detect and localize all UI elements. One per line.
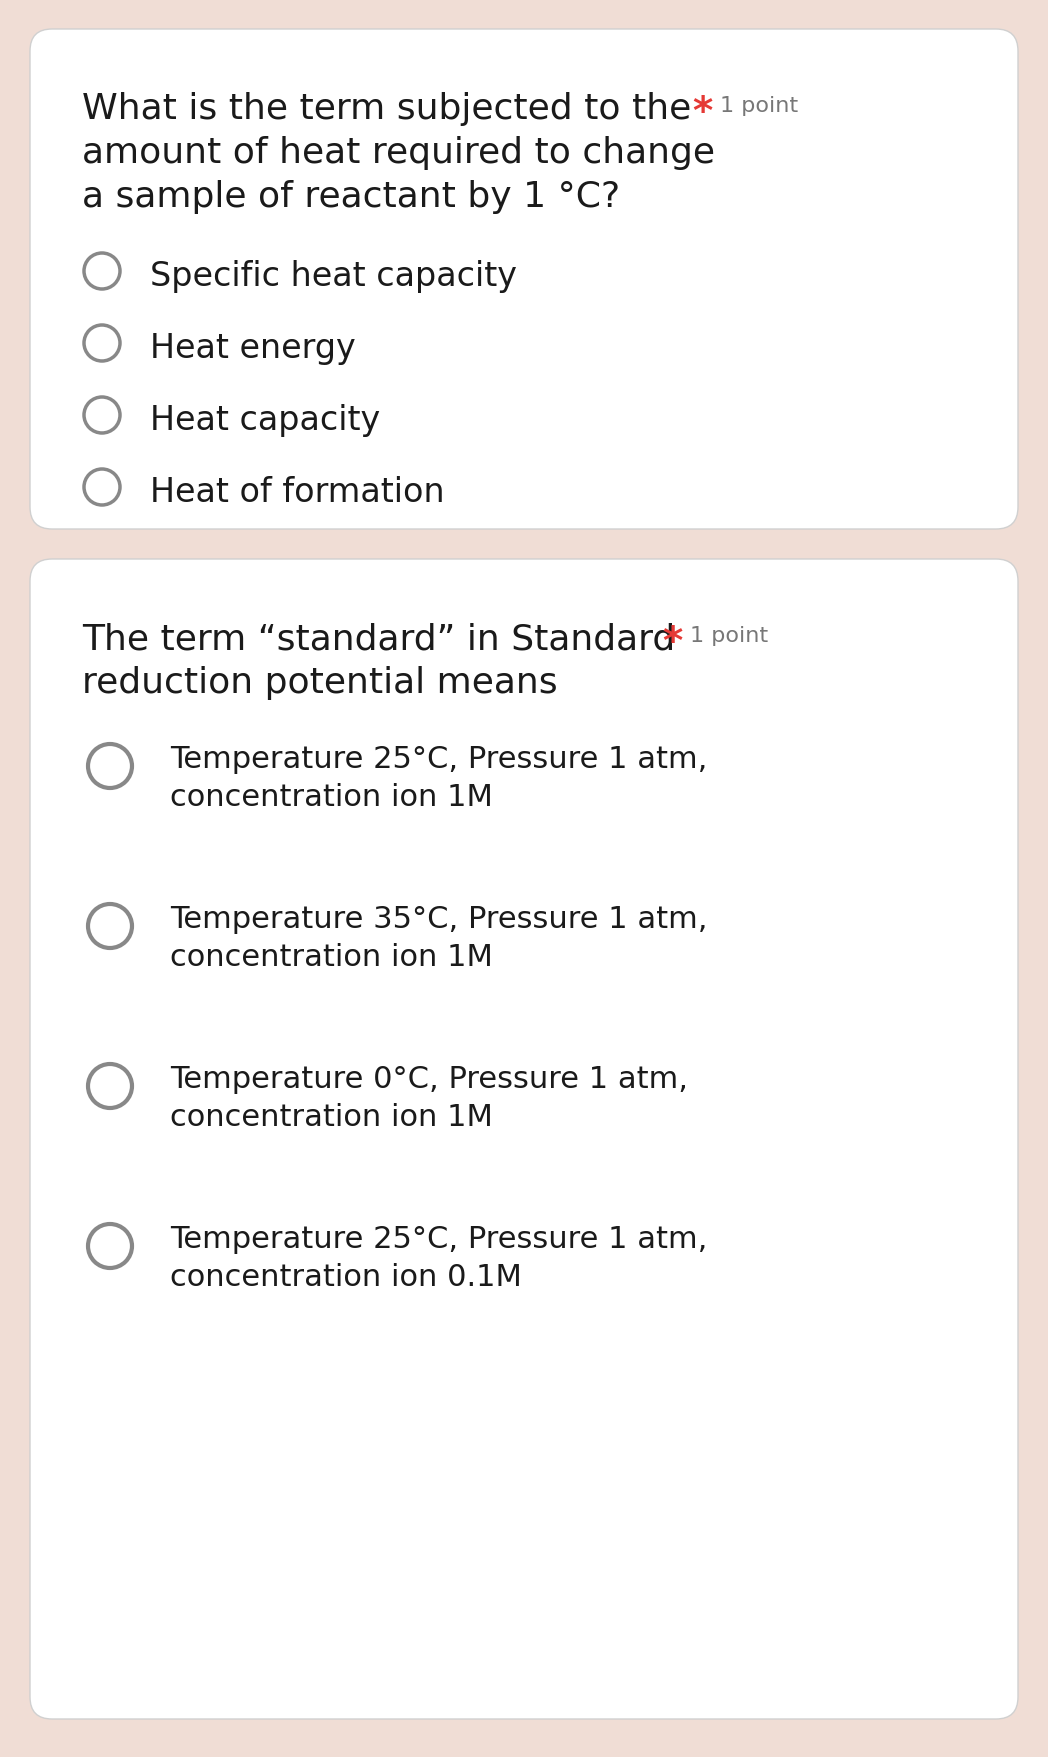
Text: Temperature 0°C, Pressure 1 atm,: Temperature 0°C, Pressure 1 atm, xyxy=(170,1065,687,1093)
Text: The term “standard” in Standard: The term “standard” in Standard xyxy=(82,622,675,655)
Text: Heat energy: Heat energy xyxy=(150,332,355,365)
Text: Temperature 25°C, Pressure 1 atm,: Temperature 25°C, Pressure 1 atm, xyxy=(170,745,707,773)
Text: amount of heat required to change: amount of heat required to change xyxy=(82,135,715,170)
Text: a sample of reactant by 1 °C?: a sample of reactant by 1 °C? xyxy=(82,179,620,214)
Text: reduction potential means: reduction potential means xyxy=(82,666,558,699)
FancyBboxPatch shape xyxy=(30,30,1018,529)
Text: Temperature 35°C, Pressure 1 atm,: Temperature 35°C, Pressure 1 atm, xyxy=(170,905,707,933)
Text: *: * xyxy=(692,93,713,132)
FancyBboxPatch shape xyxy=(30,560,1018,1718)
Text: concentration ion 1M: concentration ion 1M xyxy=(170,1102,493,1132)
Text: Temperature 25°C, Pressure 1 atm,: Temperature 25°C, Pressure 1 atm, xyxy=(170,1225,707,1253)
Text: What is the term subjected to the: What is the term subjected to the xyxy=(82,91,692,127)
Text: Specific heat capacity: Specific heat capacity xyxy=(150,260,517,293)
Text: 1 point: 1 point xyxy=(720,97,799,116)
Text: concentration ion 1M: concentration ion 1M xyxy=(170,782,493,812)
Text: Heat of formation: Heat of formation xyxy=(150,476,444,510)
Text: Heat capacity: Heat capacity xyxy=(150,404,380,437)
Text: concentration ion 0.1M: concentration ion 0.1M xyxy=(170,1262,522,1291)
Text: concentration ion 1M: concentration ion 1M xyxy=(170,942,493,972)
Text: *: * xyxy=(662,624,682,662)
Text: 1 point: 1 point xyxy=(690,625,768,645)
